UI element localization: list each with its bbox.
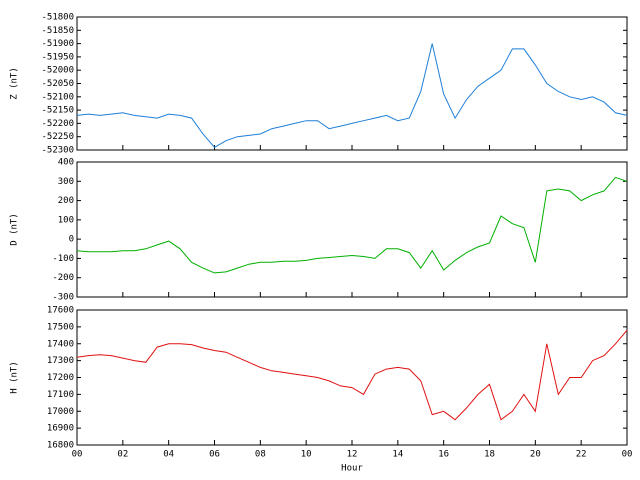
x-tick-label: 00 bbox=[72, 450, 83, 460]
plot-frame bbox=[76, 16, 628, 151]
y-tick-label: -51950 bbox=[41, 52, 74, 62]
y-tick-label: -52300 bbox=[41, 146, 74, 156]
y-axis-label: H (nT) bbox=[10, 361, 20, 394]
y-tick-label: -52150 bbox=[41, 106, 74, 116]
data-line bbox=[76, 43, 628, 148]
x-tick-label: 00 bbox=[622, 450, 633, 460]
data-line bbox=[76, 176, 628, 274]
plot-frame bbox=[76, 309, 628, 446]
x-tick-label: 06 bbox=[209, 450, 220, 460]
y-tick-label: 16900 bbox=[47, 424, 74, 434]
x-tick-label: 12 bbox=[347, 450, 358, 460]
y-tick-label: -52000 bbox=[41, 66, 74, 76]
y-tick-label: 200 bbox=[58, 196, 74, 206]
y-axis-label: D (nT) bbox=[10, 213, 20, 246]
x-tick-label: 10 bbox=[301, 450, 312, 460]
x-tick-label: 20 bbox=[530, 450, 541, 460]
y-tick-label: 17500 bbox=[47, 322, 74, 332]
x-tick-label: 18 bbox=[484, 450, 495, 460]
y-tick-label: -51900 bbox=[41, 39, 74, 49]
y-tick-label: 17300 bbox=[47, 356, 74, 366]
y-tick-label: 100 bbox=[58, 215, 74, 225]
y-tick-label: -52050 bbox=[41, 79, 74, 89]
x-tick-label: 16 bbox=[438, 450, 449, 460]
y-tick-label: -51850 bbox=[41, 26, 74, 36]
y-tick-label: 17000 bbox=[47, 407, 74, 417]
x-tick-label: 04 bbox=[163, 450, 174, 460]
y-tick-label: -52250 bbox=[41, 132, 74, 142]
data-line bbox=[76, 329, 628, 421]
x-tick-label: 22 bbox=[576, 450, 587, 460]
x-tick-label: 08 bbox=[255, 450, 266, 460]
y-tick-label: 16800 bbox=[47, 441, 74, 451]
y-tick-label: -52100 bbox=[41, 92, 74, 102]
y-tick-label: -300 bbox=[52, 293, 74, 303]
y-tick-label: -52200 bbox=[41, 119, 74, 129]
plot-frame bbox=[76, 161, 628, 298]
y-tick-label: 0 bbox=[69, 235, 74, 245]
y-tick-label: 17600 bbox=[47, 306, 74, 316]
y-tick-label: -51800 bbox=[41, 13, 74, 23]
x-tick-label: 14 bbox=[392, 450, 403, 460]
x-axis-label: Hour bbox=[341, 464, 363, 474]
y-tick-label: 17400 bbox=[47, 339, 74, 349]
y-tick-label: 300 bbox=[58, 177, 74, 187]
y-tick-label: 400 bbox=[58, 158, 74, 168]
y-tick-label: -200 bbox=[52, 273, 74, 283]
y-tick-label: 17100 bbox=[47, 390, 74, 400]
y-axis-label: Z (nT) bbox=[10, 67, 20, 100]
y-tick-label: 17200 bbox=[47, 373, 74, 383]
x-tick-label: 02 bbox=[117, 450, 128, 460]
y-tick-label: -100 bbox=[52, 254, 74, 264]
